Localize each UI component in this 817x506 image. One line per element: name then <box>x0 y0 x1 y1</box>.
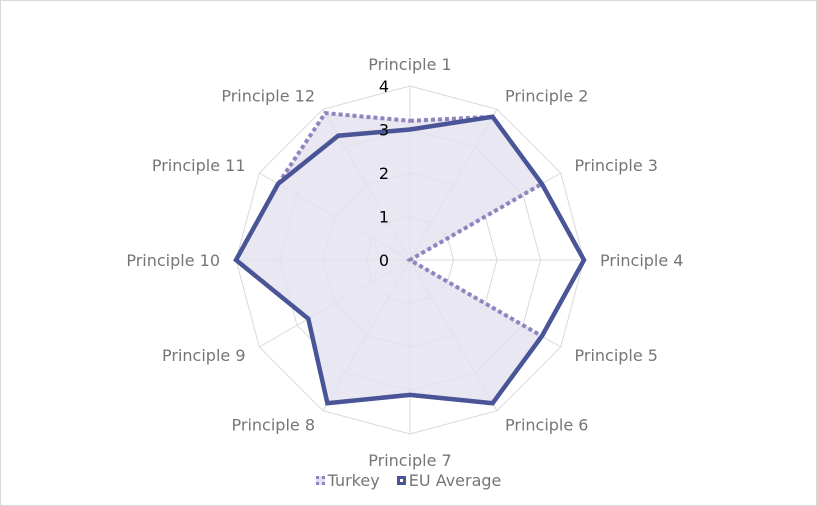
legend-item-eu-average: EU Average <box>396 471 502 490</box>
tick-label: 1 <box>379 208 389 227</box>
category-label: Principle 5 <box>575 346 658 365</box>
category-label: Principle 9 <box>162 346 245 365</box>
category-label: Principle 1 <box>368 55 451 74</box>
series-eu-average <box>233 114 587 406</box>
category-label: Principle 3 <box>575 156 658 175</box>
radar-series <box>233 111 587 406</box>
category-label: Principle 7 <box>368 451 451 470</box>
category-label: Principle 11 <box>152 156 246 175</box>
tick-label: 3 <box>379 121 389 140</box>
category-label: Principle 2 <box>505 87 588 106</box>
category-label: Principle 10 <box>126 251 220 270</box>
category-label: Principle 4 <box>600 251 683 270</box>
category-labels: Principle 1 Principle 2 Principle 3 Princip… <box>126 55 683 470</box>
legend-label-eu-average: EU Average <box>408 471 502 490</box>
tick-label: 2 <box>379 164 389 183</box>
category-label: Principle 8 <box>232 416 315 435</box>
tick-label: 0 <box>379 251 389 270</box>
legend-swatch-eu-average <box>396 476 406 485</box>
legend: Turkey EU Average <box>0 470 817 490</box>
legend-label-turkey: Turkey <box>327 471 380 490</box>
category-label: Principle 12 <box>221 87 315 106</box>
tick-label: 4 <box>379 77 389 96</box>
axis-tick-labels: 0 1 2 3 4 <box>379 77 389 270</box>
legend-swatch-turkey <box>315 476 325 485</box>
category-label: Principle 6 <box>505 416 588 435</box>
legend-item-turkey: Turkey <box>315 471 380 490</box>
